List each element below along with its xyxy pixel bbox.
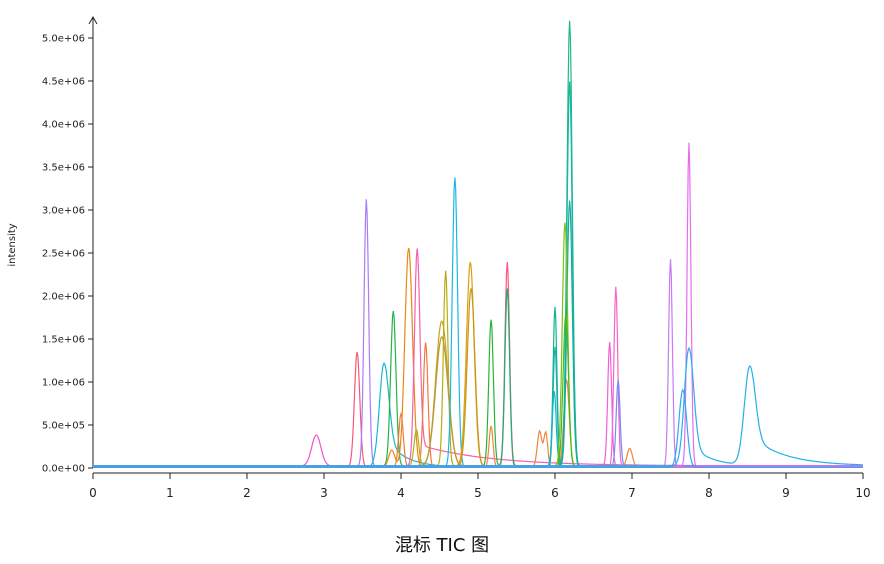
series-line-20 (93, 346, 863, 468)
y-axis-arrow-icon (88, 15, 98, 25)
x-tick-label: 2 (243, 486, 251, 500)
y-tick-label: 0.0e+00 (42, 464, 85, 475)
y-tick-label: 3.5e+06 (42, 163, 85, 174)
y-axis-label: intensity (7, 223, 18, 266)
y-tick-label: 1.0e+06 (42, 378, 85, 389)
y-tick-label: 2.5e+06 (42, 249, 85, 260)
series-line-23 (93, 81, 863, 467)
chart-title: 混标 TIC 图 (395, 535, 489, 556)
series-line-11 (93, 335, 863, 467)
y-tick-label: 1.5e+06 (42, 335, 85, 346)
series-lines (93, 20, 863, 468)
series-line-31 (93, 142, 863, 467)
x-tick-label: 1 (166, 486, 174, 500)
y-tick-label: 5.0e+05 (42, 421, 85, 432)
series-line-33 (93, 346, 863, 467)
series-line-2 (93, 351, 863, 468)
series-line-22 (93, 20, 863, 468)
x-tick-label: 9 (782, 486, 790, 500)
y-tick-label: 4.5e+06 (42, 77, 85, 88)
x-tick-label: 0 (89, 486, 97, 500)
x-tick-label: 6 (551, 486, 559, 500)
x-tick-label: 3 (320, 486, 328, 500)
x-tick-label: 8 (705, 486, 713, 500)
x-tick-label: 10 (855, 486, 870, 500)
axes: 0.0e+00 5.0e+05 1.0e+06 1.5e+06 2.0e+06 2.5e+… (42, 15, 871, 500)
x-tick-label: 5 (474, 486, 482, 500)
series-line-32 (93, 388, 863, 468)
series-line-27 (93, 342, 863, 467)
y-tick-label: 4.0e+06 (42, 120, 85, 131)
y-tick-label: 2.0e+06 (42, 292, 85, 303)
y-tick-label: 5.0e+06 (42, 34, 85, 45)
x-tick-label: 4 (397, 486, 405, 500)
x-tick-label: 7 (628, 486, 636, 500)
y-tick-label: 3.0e+06 (42, 206, 85, 217)
series-line-8 (93, 342, 863, 468)
